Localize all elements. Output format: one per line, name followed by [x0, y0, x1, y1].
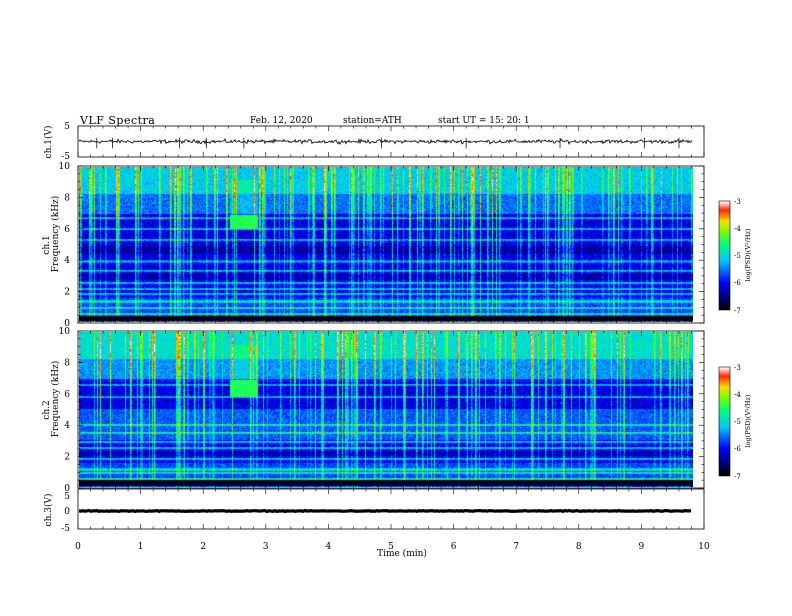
ch2-spectrogram-ylabel-2: Frequency (kHz) — [50, 361, 61, 438]
ch2-colorbar-label: log(PSD)(V²/Hz) — [744, 394, 752, 447]
ch1-colorbar-gradient — [719, 201, 730, 310]
x-tick-label: 6 — [451, 542, 457, 552]
start-ut-label: start UT = 15: 20: 1 — [438, 116, 530, 126]
ch3-ylabel: ch.3(V) — [43, 494, 54, 527]
ch3-ytick-top: 5 — [64, 492, 70, 502]
freq-tick-label: 8 — [64, 358, 70, 368]
ch1-colorbar-tick-m6: -6 — [734, 279, 741, 287]
ch1-spectrogram-ylabel-1: ch.1 — [42, 235, 52, 254]
ch2-frequency-ticks: 0 2 4 6 8 10 — [59, 327, 704, 494]
ch2-spectrogram-panel: 0 2 4 6 8 10 ch.2 Frequency (kHz) -3 -4 -5 -6… — [42, 327, 752, 494]
ch1-ytick-bottom: -5 — [61, 152, 70, 162]
x-tick-label: 0 — [75, 542, 81, 552]
x-tick-label: 4 — [326, 542, 332, 552]
figure-title: VLF Spectra — [79, 114, 155, 127]
freq-tick-label: 10 — [59, 162, 71, 172]
ch1-spectrogram-ylabel-2: Frequency (kHz) — [50, 196, 61, 273]
x-tick-label: 8 — [576, 542, 582, 552]
x-tick-label: 9 — [639, 542, 645, 552]
time-axis-tick-labels: 0 1 2 3 4 5 6 7 8 9 10 — [75, 542, 710, 552]
ch1-waveform-line — [78, 137, 693, 146]
ch2-colorbar-tick-m6: -6 — [734, 445, 741, 453]
ch2-colorbar: -3 -4 -5 -6 -7 log(PSD)(V²/Hz) — [718, 364, 752, 481]
ch1-colorbar-tick-m5: -5 — [734, 252, 741, 260]
freq-tick-label: 0 — [64, 319, 70, 329]
ch3-ytick-bottom: -5 — [61, 524, 70, 534]
ch1-spikes — [96, 137, 680, 149]
ch1-ylabel: ch.1(V) — [43, 126, 54, 159]
ch1-colorbar-tick-m4: -4 — [734, 225, 741, 233]
ch1-spectrogram-xticks — [77, 166, 705, 323]
freq-tick-label: 8 — [64, 193, 70, 203]
ch3-waveform-ticks — [77, 489, 705, 529]
x-tick-label: 5 — [388, 542, 394, 552]
freq-tick-label: 2 — [64, 288, 70, 298]
ch2-colorbar-tick-m3: -3 — [734, 364, 741, 372]
station-label: station=ATH — [343, 116, 402, 126]
ch1-ytick-top: 5 — [64, 122, 70, 132]
ch1-colorbar-label: log(PSD)(V²/Hz) — [744, 228, 752, 281]
ch2-colorbar-tick-m4: -4 — [734, 391, 741, 399]
freq-tick-label: 4 — [64, 421, 70, 431]
ch2-colorbar-gradient — [719, 367, 730, 476]
x-tick-label: 3 — [263, 542, 269, 552]
freq-tick-label: 6 — [64, 225, 70, 235]
ch2-spectrogram-xticks — [77, 331, 705, 488]
ch3-waveform-panel: 5 0 -5 ch.3(V) 0 1 2 3 4 5 6 7 8 9 10 Time (min) — [43, 488, 710, 559]
ch2-colorbar-tick-m5: -5 — [734, 418, 741, 426]
freq-tick-label: 6 — [64, 390, 70, 400]
ch3-waveform-frame — [77, 488, 705, 530]
ch1-spectrogram-panel: 0 2 4 6 8 10 ch.1 Frequency (kHz) -3 -4 -5 -6… — [42, 162, 752, 329]
ch1-waveform-ticks — [77, 126, 705, 157]
ch1-waveform-panel: 5 -5 ch.1(V) — [43, 122, 705, 162]
freq-tick-label: 0 — [64, 484, 70, 494]
ch2-spectrogram-image — [79, 332, 693, 487]
ch2-colorbar-tick-m7: -7 — [734, 473, 741, 481]
freq-tick-label: 10 — [59, 327, 71, 337]
ch1-frequency-ticks: 0 2 4 6 8 10 — [59, 162, 704, 329]
freq-tick-label: 4 — [64, 256, 70, 266]
ch1-spectrogram-image — [79, 167, 693, 322]
x-tick-label: 7 — [513, 542, 519, 552]
ch3-waveform-line — [78, 508, 692, 514]
ch3-ytick-mid: 0 — [64, 507, 70, 517]
date-label: Feb. 12, 2020 — [250, 116, 313, 126]
x-tick-label: 1 — [138, 542, 144, 552]
ch2-spectrogram-ylabel-1: ch.2 — [42, 400, 52, 419]
ch1-colorbar-tick-m3: -3 — [734, 198, 741, 206]
freq-tick-label: 2 — [64, 453, 70, 463]
x-tick-label: 2 — [200, 542, 206, 552]
x-axis-label: Time (min) — [377, 548, 427, 559]
x-tick-label: 10 — [698, 542, 710, 552]
ch1-colorbar: -3 -4 -5 -6 -7 log(PSD)(V²/Hz) — [718, 198, 752, 315]
ch1-colorbar-tick-m7: -7 — [734, 307, 741, 315]
